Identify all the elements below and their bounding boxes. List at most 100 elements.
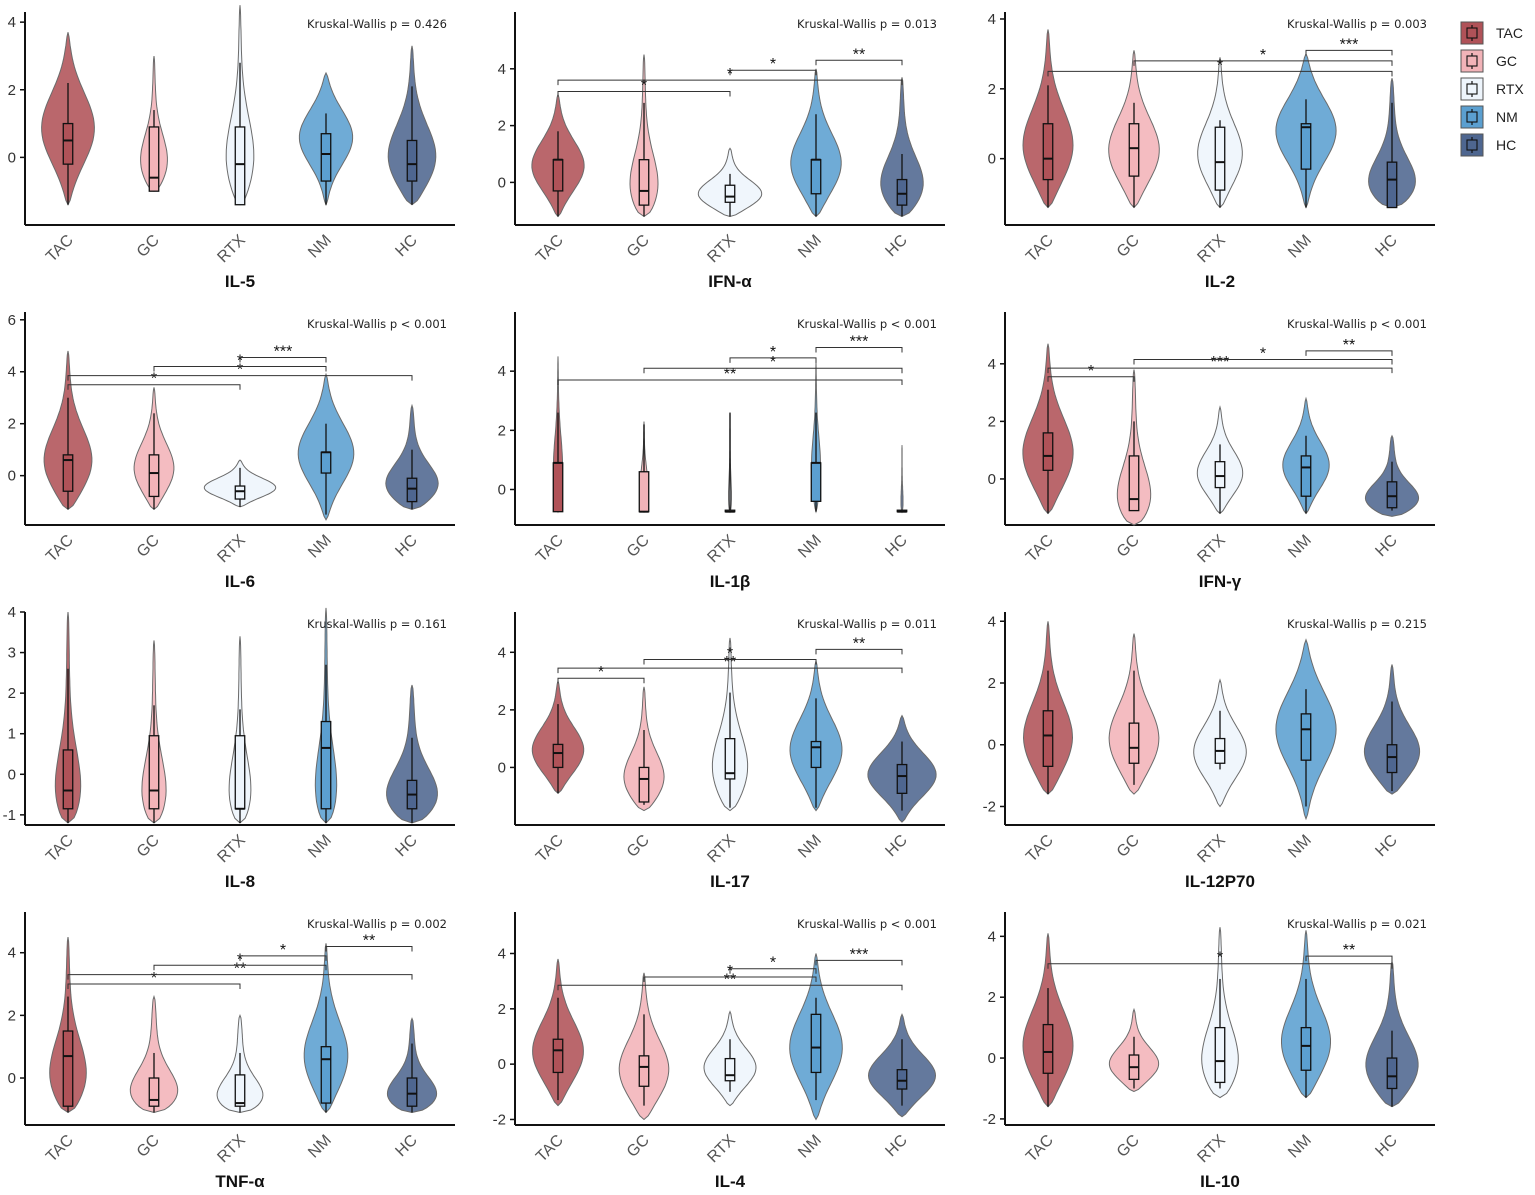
- significance-label: **: [724, 971, 736, 988]
- x-tick-label: RTX: [1194, 532, 1229, 567]
- box-tac: [62, 749, 74, 810]
- legend-label-hc: HC: [1496, 137, 1516, 153]
- x-tick-label: GC: [134, 832, 163, 861]
- legend-label-nm: NM: [1496, 109, 1518, 125]
- significance-label: *: [1088, 363, 1094, 380]
- y-tick-label: 4: [498, 644, 506, 661]
- y-tick-label: 0: [8, 468, 16, 485]
- x-tick-label: TAC: [1023, 232, 1057, 266]
- kruskal-wallis-label: Kruskal-Wallis p = 0.215: [1287, 617, 1427, 631]
- significance-bracket: [643, 976, 817, 983]
- x-tick-label: TAC: [533, 832, 567, 866]
- y-tick-label: -1: [3, 807, 16, 824]
- significance-bracket: [557, 667, 903, 674]
- x-tick-label: GC: [1114, 232, 1143, 261]
- significance-label: *: [237, 362, 243, 379]
- significance-bracket: [557, 677, 645, 684]
- box-hc: [1386, 744, 1398, 774]
- x-tick-label: HC: [882, 1132, 910, 1160]
- box-rtx: [234, 1074, 246, 1107]
- kruskal-wallis-label: Kruskal-Wallis p = 0.161: [307, 617, 447, 631]
- significance-bracket: [557, 984, 903, 991]
- box-hc: [1386, 161, 1398, 209]
- x-tick-label: RTX: [704, 832, 739, 867]
- significance-bracket: [557, 79, 903, 86]
- significance-label: *: [1260, 47, 1266, 64]
- significance-label: *: [770, 56, 776, 73]
- box-tac: [552, 462, 564, 513]
- y-tick-label: 6: [8, 312, 16, 329]
- y-tick-label: 4: [988, 11, 996, 28]
- legend-swatch-box: [1466, 83, 1478, 95]
- panel-title: IL-2: [1205, 272, 1235, 291]
- panel-il-17: 0 2 4 TAC GC RTX NM HC IL-17 Kruskal-Wallis p = 0…: [498, 612, 945, 891]
- box-nm: [320, 451, 332, 474]
- box-rtx: [234, 485, 246, 500]
- significance-bracket: [153, 366, 327, 372]
- significance-label: ***: [1211, 354, 1230, 371]
- panel-title: IL-4: [715, 1172, 746, 1191]
- box-tac: [62, 1030, 74, 1107]
- box-rtx: [1214, 1026, 1226, 1084]
- box-tac: [552, 1038, 564, 1074]
- significance-bracket: [67, 384, 241, 390]
- violin-hc: [900, 445, 904, 514]
- box-nm: [1300, 1026, 1312, 1071]
- legend-label-rtx: RTX: [1496, 81, 1524, 97]
- y-tick-label: 2: [498, 422, 506, 439]
- x-tick-label: TAC: [43, 1132, 77, 1166]
- y-tick-label: 0: [498, 759, 506, 776]
- y-tick-label: 0: [498, 482, 506, 499]
- box-gc: [638, 159, 650, 206]
- x-tick-label: NM: [305, 1132, 335, 1162]
- box-nm: [320, 720, 332, 810]
- significance-label: *: [727, 645, 733, 662]
- x-tick-label: NM: [1285, 232, 1315, 262]
- legend-label-gc: GC: [1496, 53, 1517, 69]
- box-rtx: [1214, 461, 1226, 489]
- panel-ifn: 0 2 4 TAC GC RTX NM HC IFN-γ Kruskal-Wallis p < 0…: [988, 312, 1435, 591]
- kruskal-wallis-label: Kruskal-Wallis p < 0.001: [797, 917, 937, 931]
- legend-swatch-box: [1466, 139, 1478, 151]
- significance-label: **: [363, 932, 375, 949]
- x-tick-label: TAC: [43, 232, 77, 266]
- significance-bracket: [643, 658, 817, 665]
- significance-bracket: [557, 379, 903, 386]
- significance-bracket: [1047, 367, 1393, 374]
- box-gc: [1128, 455, 1140, 512]
- significance-bracket: [643, 367, 903, 374]
- x-tick-label: TAC: [533, 232, 567, 266]
- x-tick-label: HC: [392, 832, 420, 860]
- significance-label: **: [853, 635, 865, 652]
- box-nm: [810, 159, 822, 195]
- x-tick-label: HC: [1372, 1132, 1400, 1160]
- panel-il-8: -1 0 1 2 3 4 TAC GC RTX NM HC IL-8 Kruskal-Wallis p …: [3, 604, 455, 891]
- significance-label: **: [1343, 942, 1355, 959]
- significance-bracket: [1133, 358, 1393, 365]
- x-tick-label: TAC: [533, 532, 567, 566]
- violin-hc: [880, 77, 924, 218]
- box-nm: [810, 462, 822, 502]
- x-tick-label: TAC: [533, 1132, 567, 1166]
- significance-label: *: [151, 371, 157, 388]
- significance-label: *: [1217, 950, 1223, 967]
- significance-label: *: [770, 354, 776, 371]
- x-tick-label: GC: [1114, 832, 1143, 861]
- panel-title: TNF-α: [215, 1172, 265, 1191]
- box-hc: [896, 1069, 908, 1090]
- x-tick-label: GC: [134, 532, 163, 561]
- x-tick-label: HC: [392, 232, 420, 260]
- y-tick-label: 2: [8, 1007, 16, 1024]
- y-tick-label: 0: [988, 151, 996, 168]
- significance-bracket: [557, 91, 731, 97]
- y-tick-label: 1: [8, 726, 16, 743]
- x-tick-label: TAC: [1023, 1132, 1057, 1166]
- box-gc: [638, 471, 650, 513]
- x-tick-label: RTX: [1194, 1132, 1229, 1167]
- y-tick-label: -2: [983, 1111, 996, 1128]
- x-tick-label: NM: [795, 232, 825, 262]
- y-tick-label: 4: [988, 928, 996, 945]
- legend-swatch-box: [1466, 55, 1478, 67]
- box-nm: [320, 1046, 332, 1104]
- y-tick-label: 2: [498, 1001, 506, 1018]
